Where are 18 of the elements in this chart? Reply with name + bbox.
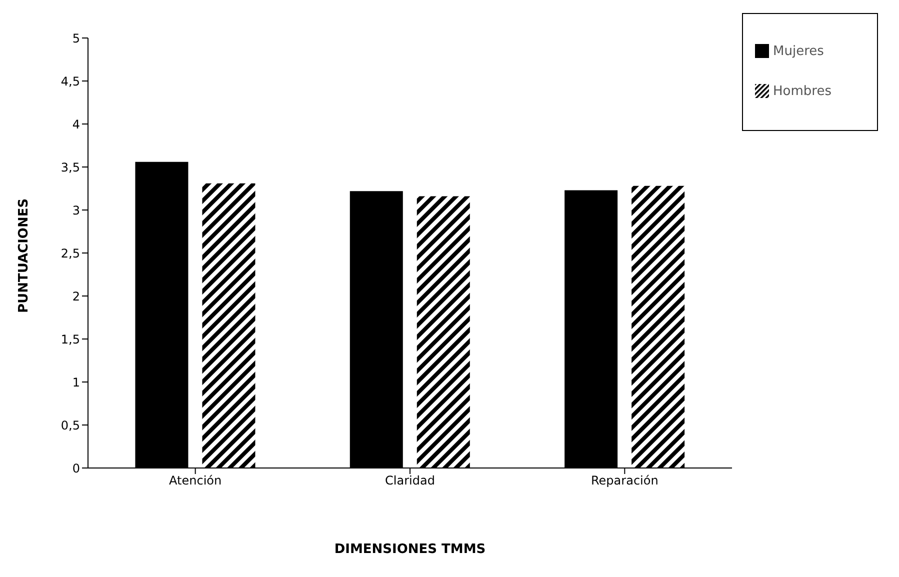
x-tick-label: Reparación [591,474,658,488]
y-tick-label: 3,5 [60,160,80,174]
y-tick-label: 1,5 [60,332,80,346]
y-tick-label: 1 [72,375,80,390]
legend-label: Hombres [773,84,832,99]
y-tick-label: 5 [72,31,80,46]
x-tick-label: Atención [169,474,222,488]
y-axis-title: PUNTUACIONES [16,198,32,313]
legend-label: Mujeres [773,44,824,59]
x-axis-title: DIMENSIONES TMMS [334,542,486,557]
y-tick-label: 2,5 [60,246,80,260]
x-tick-label: Claridad [385,474,435,488]
y-tick-label: 4,5 [60,74,80,88]
y-tick-label: 2 [72,289,80,304]
y-tick-label: 3 [72,203,80,218]
y-tick-label: 0,5 [60,418,80,432]
y-tick-label: 4 [72,117,80,132]
y-tick-label: 0 [72,461,80,476]
